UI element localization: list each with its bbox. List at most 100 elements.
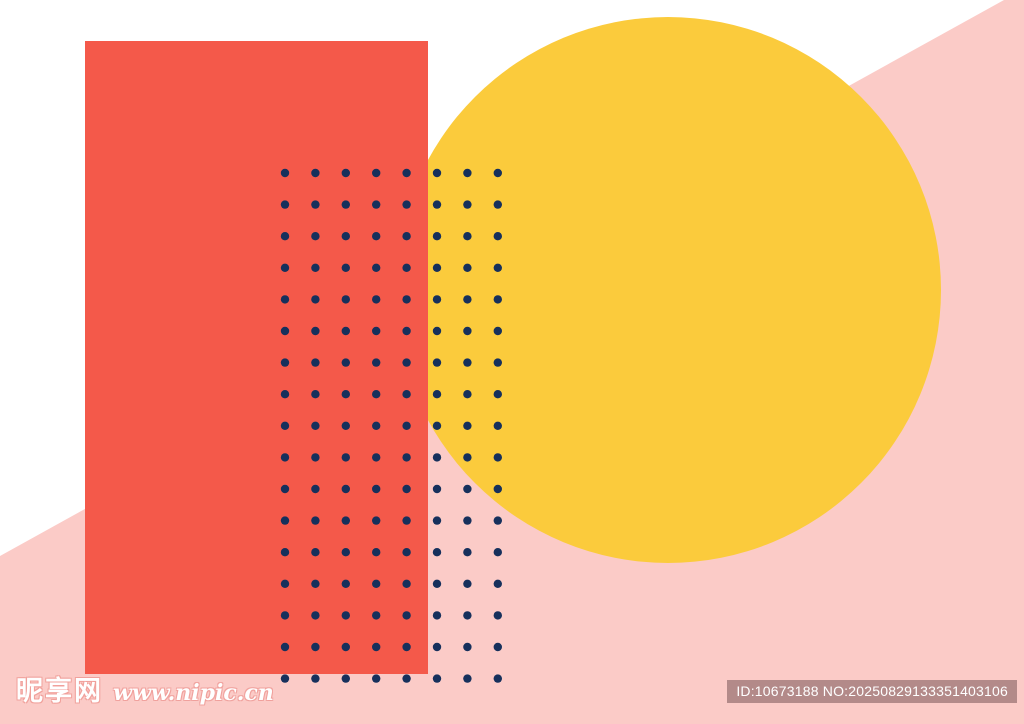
grid-dot — [432, 232, 442, 241]
grid-dot — [402, 548, 411, 557]
grid-dot — [402, 295, 411, 304]
grid-dot — [280, 168, 290, 178]
grid-dot — [311, 326, 320, 336]
grid-dot — [372, 516, 381, 525]
grid-dot — [311, 611, 320, 620]
grid-dot — [311, 232, 320, 241]
grid-dot — [311, 642, 320, 652]
grid-dot — [402, 326, 411, 336]
grid-dot — [280, 390, 290, 399]
grid-dot — [402, 168, 411, 178]
grid-dot — [493, 453, 502, 462]
grid-dot — [311, 516, 320, 525]
grid-dot — [463, 421, 472, 430]
grid-dot — [372, 453, 381, 462]
grid-dot — [341, 516, 350, 525]
grid-dot — [493, 674, 502, 683]
grid-dot — [372, 611, 381, 620]
grid-dot — [372, 358, 381, 367]
grid-dot — [493, 263, 502, 272]
grid-dot — [372, 579, 381, 588]
grid-dot — [493, 421, 502, 430]
grid-dot — [372, 326, 381, 336]
grid-dot — [432, 200, 442, 209]
grid-dot — [493, 295, 502, 304]
grid-dot — [402, 390, 411, 399]
grid-dot — [432, 390, 442, 399]
grid-dot — [341, 484, 350, 494]
grid-dot — [463, 674, 472, 683]
grid-dot — [341, 453, 350, 462]
grid-dot — [402, 611, 411, 620]
grid-dot — [432, 453, 442, 462]
grid-dot — [493, 484, 502, 494]
grid-dot — [341, 674, 350, 683]
grid-dot — [402, 674, 411, 683]
grid-dot — [402, 642, 411, 652]
grid-dot — [311, 579, 320, 588]
grid-dot — [402, 516, 411, 525]
grid-dot — [432, 326, 442, 336]
grid-dot — [341, 642, 350, 652]
yellow-circle — [395, 17, 941, 563]
grid-dot — [493, 516, 502, 525]
grid-dot — [280, 611, 290, 620]
grid-dot — [372, 674, 381, 683]
grid-dot — [463, 484, 472, 494]
grid-dot — [432, 295, 442, 304]
grid-dot — [402, 453, 411, 462]
grid-dot — [341, 579, 350, 588]
grid-dot — [311, 548, 320, 557]
grid-dot — [402, 263, 411, 272]
grid-dot — [372, 263, 381, 272]
grid-dot — [463, 453, 472, 462]
grid-dot — [402, 358, 411, 367]
grid-dot — [463, 548, 472, 557]
grid-dot — [463, 295, 472, 304]
grid-dot — [432, 579, 442, 588]
grid-dot — [372, 200, 381, 209]
grid-dot — [341, 326, 350, 336]
grid-dot — [311, 421, 320, 430]
grid-dot — [372, 484, 381, 494]
grid-dot — [341, 200, 350, 209]
grid-dot — [402, 579, 411, 588]
grid-dot — [311, 263, 320, 272]
grid-dot — [280, 674, 290, 683]
grid-dot — [372, 168, 381, 178]
grid-dot — [311, 295, 320, 304]
grid-dot — [280, 358, 290, 367]
grid-dot — [280, 453, 290, 462]
grid-dot — [372, 390, 381, 399]
grid-dot — [493, 390, 502, 399]
grid-dot — [463, 579, 472, 588]
grid-dot — [402, 200, 411, 209]
grid-dot — [341, 358, 350, 367]
grid-dot — [280, 326, 290, 336]
grid-dot — [280, 548, 290, 557]
grid-dot — [311, 484, 320, 494]
grid-dot — [341, 263, 350, 272]
grid-dot — [432, 611, 442, 620]
grid-dot — [463, 168, 472, 178]
grid-dot — [493, 326, 502, 336]
grid-dot — [311, 358, 320, 367]
grid-dot — [341, 390, 350, 399]
grid-dot — [341, 548, 350, 557]
grid-dot — [311, 390, 320, 399]
grid-dot — [280, 516, 290, 525]
grid-dot — [280, 579, 290, 588]
grid-dot — [311, 674, 320, 683]
grid-dot — [432, 548, 442, 557]
grid-dot — [311, 453, 320, 462]
red-rectangle — [85, 41, 428, 674]
grid-dot — [402, 232, 411, 241]
grid-dot — [372, 421, 381, 430]
grid-dot — [432, 674, 442, 683]
grid-dot — [280, 232, 290, 241]
grid-dot — [372, 548, 381, 557]
grid-dot — [493, 168, 502, 178]
grid-dot — [463, 390, 472, 399]
